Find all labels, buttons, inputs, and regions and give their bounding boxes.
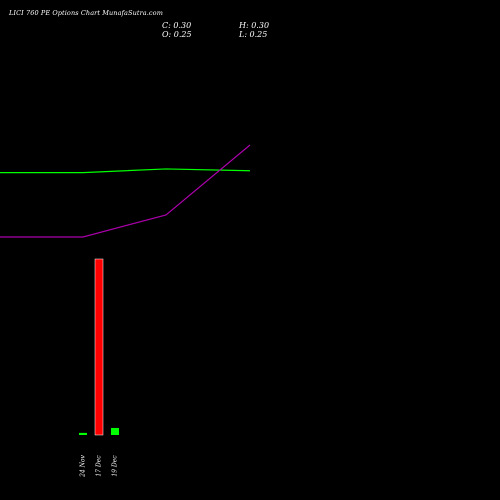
low-price-readout: L: 0.25 [239, 30, 268, 39]
x-tick-label: 17 Dec [96, 455, 103, 477]
volume-bars-layer [79, 258, 119, 436]
volume-bar [79, 432, 87, 435]
series-line-green [0, 168, 251, 174]
volume-bar [94, 258, 104, 436]
open-price-readout: O: 0.25 [162, 30, 192, 39]
x-tick-label: 24 Nov [80, 454, 87, 477]
series-line-purple [0, 144, 251, 238]
high-price-readout: H: 0.30 [239, 21, 270, 30]
x-tick-label: 19 Dec [112, 455, 119, 477]
close-price-readout: C: 0.30 [162, 21, 192, 30]
chart-title: LICI 760 PE Options Chart MunafaSutra.co… [9, 9, 163, 17]
date-labels-layer: 24 Nov 17 Dec 19 Dec [80, 454, 119, 477]
volume-bar [111, 427, 119, 435]
price-lines-layer [0, 144, 251, 238]
